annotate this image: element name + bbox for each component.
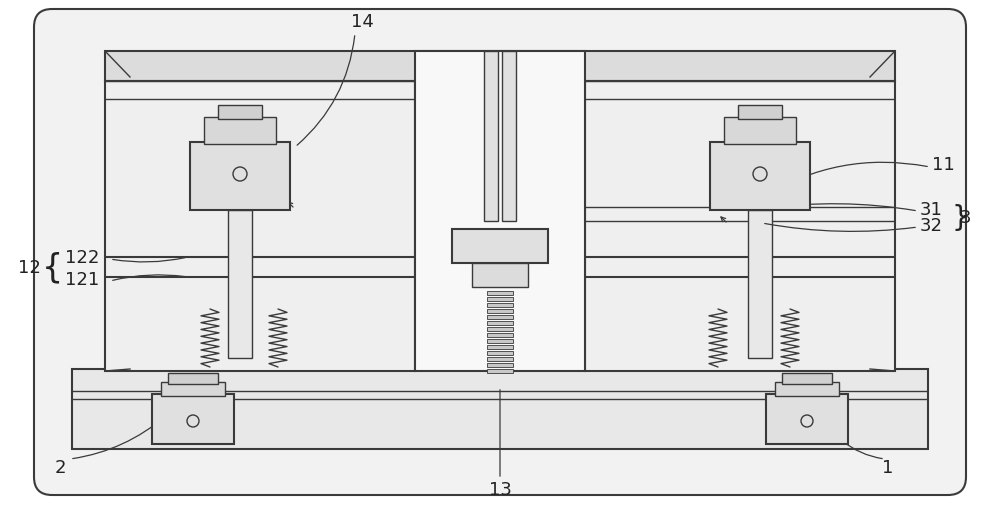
Bar [487, 297, 513, 301]
Bar [782, 373, 832, 384]
Bar [484, 52, 498, 222]
Bar [724, 118, 796, 145]
Bar [452, 230, 548, 264]
Bar [487, 358, 513, 361]
Bar [190, 143, 290, 211]
Bar [502, 52, 516, 222]
Text: }: } [952, 204, 970, 231]
Bar [218, 106, 262, 120]
Bar [228, 211, 252, 358]
Bar [487, 369, 513, 373]
Bar [472, 264, 528, 287]
Bar [204, 118, 276, 145]
Bar [766, 394, 848, 444]
Bar [487, 316, 513, 319]
Text: 122: 122 [65, 248, 99, 267]
Bar [775, 382, 839, 396]
Text: 11: 11 [932, 156, 955, 174]
Bar [168, 373, 218, 384]
Bar [487, 304, 513, 308]
Bar [487, 291, 513, 295]
Text: 14: 14 [351, 13, 373, 31]
Text: {: { [41, 251, 63, 284]
Text: 121: 121 [65, 271, 99, 288]
Bar [72, 369, 928, 449]
Bar [487, 345, 513, 349]
Bar [161, 382, 225, 396]
Bar [487, 351, 513, 356]
Bar [105, 82, 415, 371]
Text: 3: 3 [960, 209, 971, 227]
Bar [415, 52, 585, 371]
Bar [487, 339, 513, 343]
Bar [585, 82, 895, 371]
Bar [152, 394, 234, 444]
Text: 13: 13 [489, 480, 511, 498]
Bar [487, 333, 513, 337]
Bar [487, 321, 513, 325]
Bar [105, 52, 895, 82]
Bar [748, 211, 772, 358]
Text: 12: 12 [18, 259, 41, 276]
Bar [738, 106, 782, 120]
Bar [487, 363, 513, 367]
Text: 1: 1 [882, 458, 894, 476]
FancyBboxPatch shape [34, 10, 966, 495]
Text: 31: 31 [920, 200, 943, 219]
Bar [487, 327, 513, 331]
Bar [710, 143, 810, 211]
Bar [487, 310, 513, 314]
Text: 32: 32 [920, 217, 943, 234]
Text: 2: 2 [54, 458, 66, 476]
